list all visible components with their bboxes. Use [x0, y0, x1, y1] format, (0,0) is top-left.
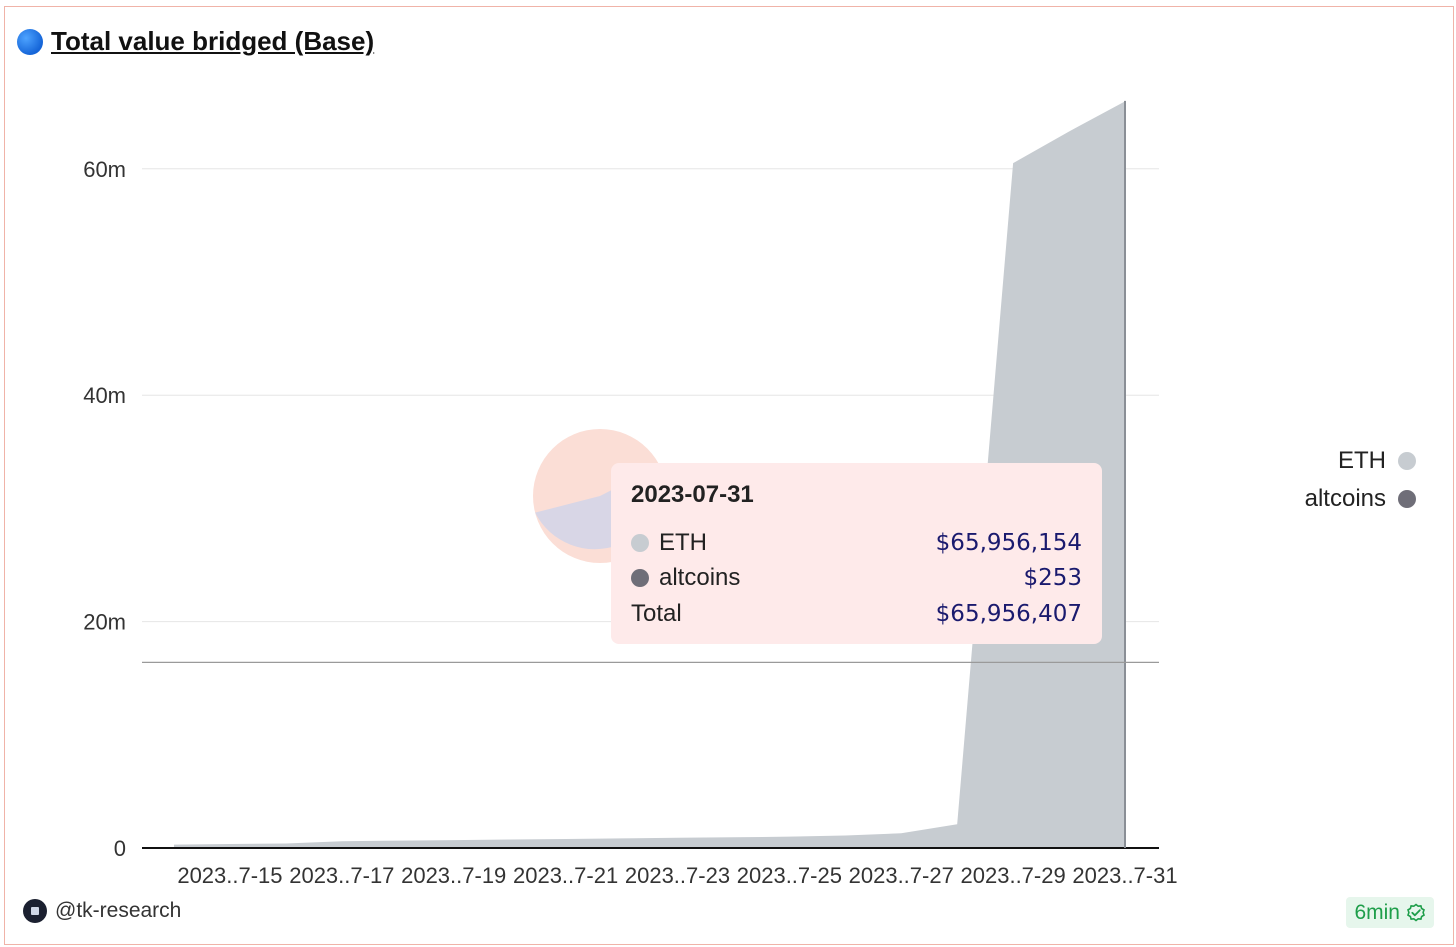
tooltip-row-altcoins: altcoins $253	[631, 561, 1082, 597]
crosshair	[142, 100, 1159, 848]
y-axis-ticks: 0 20m 40m 60m	[83, 157, 126, 861]
blue-circle-icon	[17, 28, 43, 55]
y-tick-label: 0	[114, 836, 126, 861]
author-name: @tk-research	[55, 899, 182, 922]
tooltip-label-eth: ETH	[659, 528, 707, 556]
x-tick-label: 2023..7-23	[625, 863, 730, 888]
tooltip-value-eth: $65,956,154	[935, 529, 1082, 556]
series-area-eth	[174, 101, 1125, 848]
y-tick-label: 60m	[83, 157, 126, 182]
tooltip-label-altcoins: altcoins	[659, 564, 741, 592]
tk-research-avatar-icon	[23, 899, 47, 923]
author-link[interactable]: @tk-research	[23, 899, 181, 923]
check-badge-icon	[1407, 902, 1425, 922]
legend-label-eth: ETH	[1338, 447, 1386, 474]
tooltip-row-eth: ETH $65,956,154	[631, 525, 1082, 561]
legend: ETH altcoins	[1305, 442, 1416, 518]
x-tick-label: 2023..7-29	[961, 863, 1066, 888]
x-tick-label: 2023..7-25	[737, 863, 842, 888]
legend-item-eth[interactable]: ETH	[1305, 442, 1416, 480]
x-tick-label: 2023..7-19	[401, 863, 506, 888]
refresh-badge[interactable]: 6min	[1346, 897, 1434, 928]
y-tick-label: 40m	[83, 383, 126, 408]
legend-swatch-altcoins	[1398, 490, 1416, 508]
x-tick-label: 2023..7-15	[177, 863, 282, 888]
tooltip-date: 2023-07-31	[631, 481, 754, 508]
tooltip-swatch-eth	[631, 533, 649, 552]
legend-item-altcoins[interactable]: altcoins	[1305, 480, 1416, 518]
x-tick-label: 2023..7-17	[289, 863, 394, 888]
x-tick-label: 2023..7-31	[1072, 863, 1177, 888]
tooltip-row-total: Total $65,956,407	[631, 596, 1082, 632]
y-tick-label: 20m	[83, 610, 126, 635]
hover-tooltip: 2023-07-31 ETH $65,956,154 altcoins $253…	[611, 463, 1102, 644]
tooltip-value-total: $65,956,407	[935, 600, 1082, 627]
refresh-age: 6min	[1354, 900, 1400, 924]
x-tick-label: 2023..7-27	[849, 863, 954, 888]
tooltip-value-altcoins: $253	[1023, 565, 1082, 592]
x-axis-ticks: 2023..7-15 2023..7-17 2023..7-19 2023..7-21…	[177, 863, 1177, 888]
tooltip-swatch-altcoins	[631, 569, 649, 588]
chart-title-text: Total value bridged (Base)	[51, 26, 375, 56]
legend-swatch-eth	[1398, 452, 1416, 470]
x-tick-label: 2023..7-21	[513, 863, 618, 888]
series-areas	[174, 101, 1125, 848]
legend-label-altcoins: altcoins	[1304, 485, 1386, 512]
tooltip-label-total: Total	[631, 599, 682, 627]
chart-title[interactable]: Total value bridged (Base)	[17, 26, 374, 57]
